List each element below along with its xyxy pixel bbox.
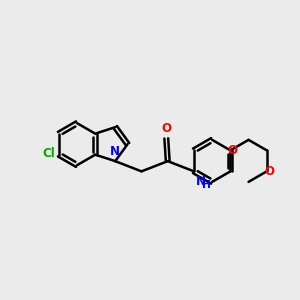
Text: O: O [228, 144, 238, 157]
Text: O: O [161, 122, 171, 136]
Text: N: N [110, 145, 120, 158]
Text: Cl: Cl [43, 147, 56, 160]
Text: N: N [196, 175, 206, 188]
Text: H: H [202, 179, 211, 190]
Text: O: O [264, 165, 274, 178]
